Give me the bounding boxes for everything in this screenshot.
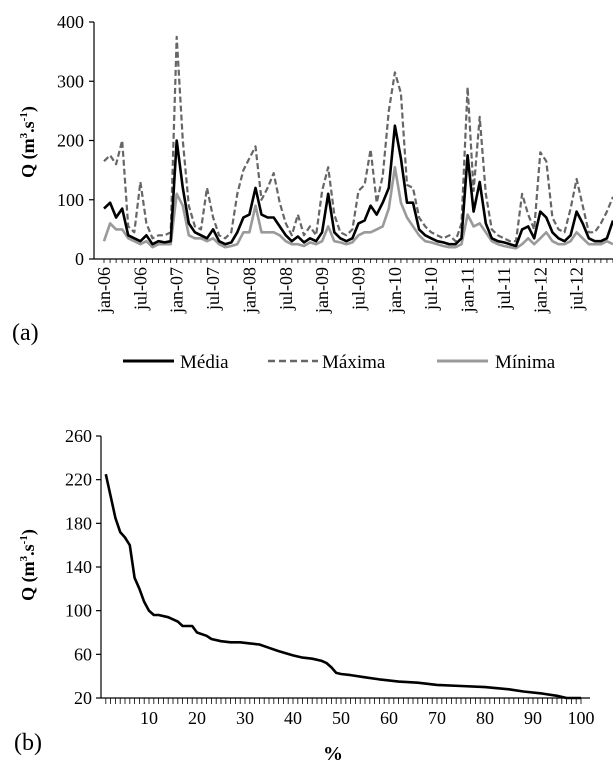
x-tick-label-a: jan-10	[385, 267, 405, 314]
x-tick-label-b: 90	[524, 708, 542, 728]
chart-panel-a: Q (m3.s-1) 0 100 200 300 400 jan-06 jul-06 jan…	[12, 12, 613, 373]
y-tick-label-a: 200	[57, 131, 84, 151]
x-tick-label-b: 30	[236, 708, 254, 728]
y-label-exp-b2: -1	[18, 535, 30, 544]
x-tick-label-b: 60	[380, 708, 398, 728]
duration-curve-line	[104, 473, 581, 700]
y-axis-label-a: Q (m3.s-1)	[18, 106, 39, 178]
x-tick-label-a: jul-12	[567, 267, 587, 311]
x-tick-label-a: jan-07	[167, 267, 187, 314]
y-label-exp-a2: -1	[18, 112, 30, 121]
chart-panel-b: Q (m3.s-1) 20 60 100 140 180 220 260 10 20 30 40 5…	[14, 426, 595, 765]
x-axis-label-b: %	[323, 743, 343, 765]
x-tick-label-b: 50	[332, 708, 350, 728]
legend-item-media: Média	[123, 352, 229, 373]
y-tick-label-a: 0	[75, 249, 84, 269]
y-tick-label-b: 100	[65, 601, 92, 621]
x-tick-label-b: 100	[568, 708, 595, 728]
legend-label-maxima: Máxima	[322, 352, 386, 373]
panel-label-b: (b)	[14, 730, 42, 756]
y-tick-label-b: 220	[65, 470, 92, 490]
x-tick-label-a: jul-10	[421, 267, 441, 311]
legend-item-maxima: Máxima	[268, 352, 386, 373]
x-tick-label-b: 10	[140, 708, 158, 728]
x-tick-label-a: jul-11	[494, 267, 514, 310]
y-tick-label-b: 260	[65, 426, 92, 446]
y-tick-label-b: 20	[74, 688, 92, 708]
legend-label-media: Média	[180, 352, 229, 373]
legend: Média Máxima Mínima	[123, 352, 556, 373]
panel-label-a: (a)	[12, 320, 39, 346]
legend-label-minima: Mínima	[495, 352, 556, 373]
x-tick-label-a: jan-09	[312, 267, 332, 314]
legend-item-minima: Mínima	[437, 352, 556, 373]
x-tick-label-b: 20	[188, 708, 206, 728]
x-tick-label-a: jul-08	[276, 267, 296, 311]
x-tick-label-a: jul-09	[349, 267, 369, 311]
series-line-maxima	[103, 35, 613, 243]
y-label-exp-a1: 3	[18, 132, 30, 138]
y-tick-label-b: 60	[74, 644, 92, 664]
y-tick-label-a: 300	[57, 71, 84, 91]
series-line-media	[103, 124, 613, 248]
x-tick-label-a: jan-06	[94, 267, 114, 314]
y-axis-label-b: Q (m3.s-1)	[18, 529, 39, 601]
x-tick-label-b: 40	[284, 708, 302, 728]
x-tick-label-b: 70	[428, 708, 446, 728]
x-tick-label-a: jan-11	[458, 267, 478, 313]
y-tick-label-b: 140	[65, 557, 92, 577]
x-tick-label-a: jan-08	[239, 267, 259, 314]
y-tick-label-b: 180	[65, 513, 92, 533]
x-tick-label-a: jul-06	[130, 267, 150, 311]
y-tick-label-a: 400	[57, 12, 84, 32]
x-tick-label-a: jan-12	[530, 267, 550, 314]
series-line-minima	[102, 165, 613, 250]
y-label-exp-b1: 3	[18, 555, 30, 561]
x-tick-label-b: 80	[476, 708, 494, 728]
x-tick-label-a: jul-07	[203, 267, 223, 311]
y-tick-label-a: 100	[57, 190, 84, 210]
